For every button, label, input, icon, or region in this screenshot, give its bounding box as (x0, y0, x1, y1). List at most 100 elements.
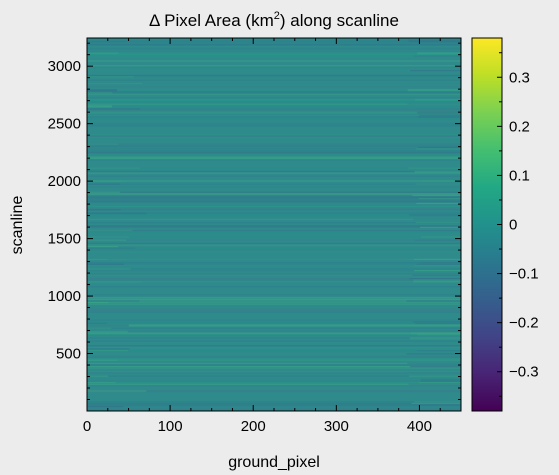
colorbar-tick-label: 0.1 (509, 167, 530, 184)
heatmap-row-streak (87, 247, 461, 249)
y-tick-label: 500 (56, 346, 81, 363)
heatmap-row-streak (87, 218, 461, 220)
heatmap-row-streak (87, 116, 461, 118)
heatmap-row-streak (87, 198, 461, 200)
heatmap-edge-streak (418, 146, 461, 148)
heatmap-row-streak (87, 70, 461, 72)
heatmap-row-streak (87, 202, 461, 204)
heatmap-row-streak (87, 274, 461, 276)
heatmap-row-streak (87, 311, 461, 313)
heatmap-edge-streak (406, 300, 461, 302)
heatmap-edge-streak (413, 281, 461, 283)
heatmap-row-streak (87, 212, 461, 215)
heatmap-row-streak (87, 90, 461, 93)
heatmap-row-streak (87, 406, 461, 408)
heatmap-row-streak (87, 308, 461, 310)
y-axis-ticks: 500 1000 1500 2000 2500 3000 (48, 42, 461, 401)
y-tick-label: 2000 (48, 173, 81, 190)
heatmap-edge-streak (416, 263, 461, 265)
heatmap-row-streak (87, 60, 461, 62)
x-axis-ticks: 0 100 200 300 400 (83, 38, 462, 435)
heatmap-row-streak (87, 194, 461, 196)
heatmap-row-streak (87, 332, 461, 335)
heatmap-row-streak (87, 265, 461, 267)
heatmap-row-streak (87, 97, 461, 99)
heatmap-edge-streak (415, 322, 461, 324)
heatmap-row-streak (87, 334, 461, 336)
heatmap-edge-streak (417, 52, 461, 55)
heatmap-row-streak (87, 65, 461, 67)
heatmap-edge-streak (410, 332, 461, 335)
heatmap-edge-streak (87, 281, 142, 283)
colorbar-tick-label: 0 (509, 217, 517, 234)
heatmap-edge-streak (87, 382, 116, 384)
heatmap-edge-streak (87, 212, 147, 215)
heatmap-row-streak (87, 111, 461, 114)
heatmap-row-streak (87, 206, 461, 208)
heatmap-row-streak (87, 50, 461, 52)
heatmap-row-streak (87, 353, 461, 355)
heatmap-edge-streak (87, 263, 124, 265)
heatmap-edge-streak (87, 246, 119, 248)
heatmap-row-streak (87, 385, 461, 387)
heatmap-edge-streak (87, 143, 119, 145)
heatmap-edge-streak (87, 258, 108, 260)
heatmap-edge-streak (414, 170, 461, 173)
heatmap-row-streak (87, 402, 461, 404)
heatmap-edge-streak (420, 180, 461, 182)
heatmap-row-streak (87, 244, 461, 247)
heatmap-row-streak (87, 338, 461, 340)
heatmap-row-streak (87, 303, 461, 305)
heatmap-row-streak (87, 172, 461, 174)
heatmap-row-streak (87, 370, 461, 372)
heatmap-edge-streak (409, 214, 461, 217)
heatmap-row-streak (87, 82, 461, 84)
heatmap-row-streak (87, 286, 461, 288)
heatmap-row-streak (87, 236, 461, 238)
heatmap-edge-streak (417, 111, 461, 114)
heatmap-edge-streak (412, 194, 461, 196)
heatmap-edge-streak (409, 41, 461, 43)
heatmap-row-streak (87, 103, 461, 105)
heatmap-row-streak (87, 350, 461, 352)
heatmap-edge-streak (413, 258, 461, 260)
heatmap-row-streak (87, 118, 461, 120)
x-tick-label: 400 (407, 418, 432, 435)
heatmap-edge-streak (87, 209, 121, 211)
heatmap-row-streak (87, 193, 461, 196)
heatmap-row-streak (87, 114, 461, 116)
heatmap-edge-streak (419, 114, 461, 116)
heatmap-row-streak (87, 74, 461, 76)
heatmap-row-streak (87, 327, 461, 329)
heatmap-edge-streak (418, 198, 461, 200)
heatmap-row-streak (87, 156, 461, 159)
heatmap-edge-streak (87, 89, 117, 92)
heatmap-row-streak (87, 92, 461, 94)
heatmap-edge-streak (419, 262, 461, 264)
y-tick-label: 1000 (48, 288, 81, 305)
heatmap-row-streak (87, 321, 461, 323)
heatmap-row-streak (87, 278, 461, 280)
heatmap-row-streak (87, 170, 461, 173)
heatmap-row-streak (87, 382, 461, 384)
heatmap-row-streak (87, 122, 461, 124)
heatmap-row-streak (87, 222, 461, 224)
heatmap-row-streak (87, 268, 461, 270)
heatmap-row-streak (87, 358, 461, 361)
heatmap-edge-streak (408, 167, 461, 169)
heatmap-edge-streak (87, 247, 135, 249)
heatmap-row-streak (87, 367, 461, 369)
heatmap-edge-streak (87, 108, 141, 110)
heatmap-row-streak (87, 249, 461, 251)
x-tick-label: 100 (158, 418, 183, 435)
heatmap-row-streak (87, 270, 461, 272)
heatmap-row-streak (87, 239, 461, 241)
heatmap-row-streak (87, 242, 461, 244)
heatmap-edge-streak (410, 366, 461, 368)
heatmap-row-streak (87, 146, 461, 148)
heatmap-row-streak (87, 143, 461, 145)
heatmap-edge-streak (413, 218, 461, 220)
heatmap-row-streak (87, 175, 461, 177)
heatmap-row-streak (87, 105, 461, 108)
heatmap-edge-streak (410, 70, 461, 72)
